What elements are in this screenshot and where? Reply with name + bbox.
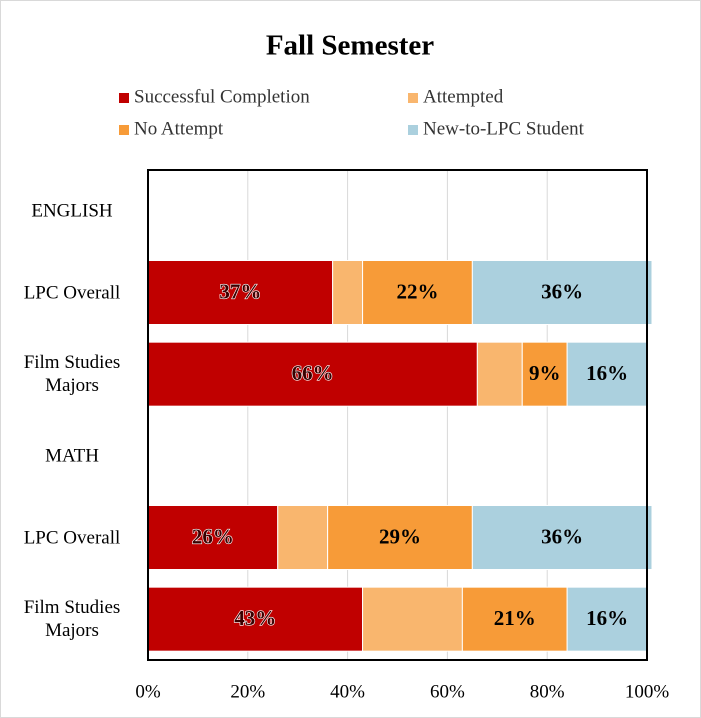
bar-segment bbox=[147, 341, 478, 407]
bar-segment bbox=[566, 341, 648, 407]
x-tick-label: 100% bbox=[625, 681, 670, 702]
data-label: 43% bbox=[234, 606, 276, 630]
bar-segment bbox=[461, 586, 568, 652]
plot-border bbox=[147, 169, 648, 661]
chart-title: Fall Semester bbox=[266, 30, 434, 62]
bar-segment bbox=[147, 586, 364, 652]
y-tick-label: LPC Overall bbox=[23, 527, 121, 548]
data-label: 16% bbox=[586, 361, 628, 385]
y-tick-label: ENGLISH bbox=[31, 200, 113, 222]
bar-segment bbox=[277, 505, 329, 570]
data-label: 36% bbox=[541, 524, 583, 548]
bar-segment bbox=[471, 260, 653, 325]
legend-label: Successful Completion bbox=[134, 86, 310, 107]
x-tick-label: 20% bbox=[230, 681, 265, 702]
data-label: 37% bbox=[219, 279, 261, 303]
bar-segment bbox=[566, 586, 648, 652]
legend-marker bbox=[119, 125, 129, 135]
data-label: 29% bbox=[379, 524, 421, 548]
x-tick-label: 60% bbox=[430, 681, 465, 702]
y-tick-label: MATH bbox=[45, 445, 99, 467]
y-tick-label: Film Studies Majors bbox=[23, 597, 121, 642]
data-label: 22% bbox=[396, 279, 438, 303]
legend-marker bbox=[408, 125, 418, 135]
bar-segment bbox=[147, 260, 334, 325]
legend-label: No Attempt bbox=[134, 118, 224, 139]
x-tick-label: 40% bbox=[330, 681, 365, 702]
legend-marker bbox=[408, 93, 418, 103]
x-tick-label: 0% bbox=[135, 681, 161, 702]
data-label: 26% bbox=[192, 524, 234, 548]
legend-marker bbox=[119, 93, 129, 103]
data-label: 36% bbox=[541, 279, 583, 303]
bar-segment bbox=[521, 341, 568, 407]
data-label: 21% bbox=[494, 606, 536, 630]
data-label: 16% bbox=[586, 606, 628, 630]
bar-segment bbox=[471, 505, 653, 570]
data-label: 66% bbox=[292, 361, 334, 385]
bar-segment bbox=[362, 586, 463, 652]
bar-segment bbox=[332, 260, 364, 325]
legend-label: Attempted bbox=[423, 86, 504, 107]
bar-segment bbox=[476, 341, 523, 407]
data-label: 9% bbox=[529, 361, 561, 385]
y-tick-label: LPC Overall bbox=[23, 282, 121, 303]
legend-label: New-to-LPC Student bbox=[423, 118, 585, 139]
x-tick-label: 80% bbox=[530, 681, 565, 702]
bar-segment bbox=[327, 505, 473, 570]
y-tick-label: Film Studies Majors bbox=[23, 352, 121, 397]
